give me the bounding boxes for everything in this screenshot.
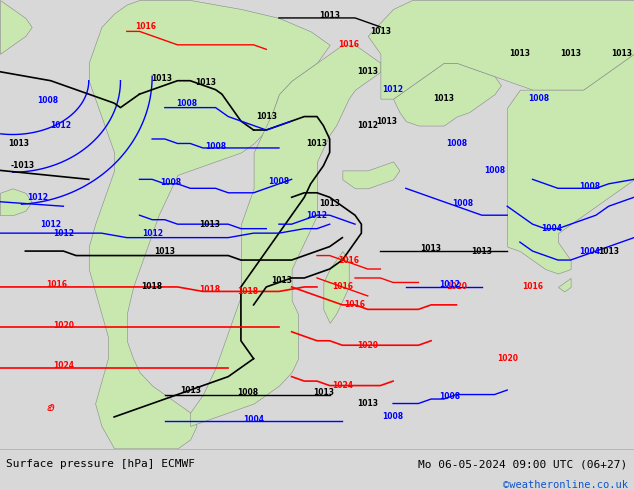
Text: 1018: 1018 [236,287,258,296]
Text: 1013: 1013 [357,67,378,76]
Text: 1016: 1016 [46,280,68,289]
Text: $\partial\!\!\!\!\varepsilon$: $\partial\!\!\!\!\varepsilon$ [46,402,55,414]
Text: 1012: 1012 [40,220,61,229]
Text: 1013: 1013 [154,246,176,256]
Text: 1018: 1018 [198,285,220,294]
Text: 1004: 1004 [579,246,600,256]
Text: 1013: 1013 [313,388,334,397]
Text: 1020: 1020 [496,354,518,363]
Text: 1012: 1012 [53,229,74,238]
Text: 1008: 1008 [484,166,505,175]
Text: 1016: 1016 [338,40,359,49]
Text: 1013: 1013 [560,49,581,58]
Text: 1013: 1013 [319,11,340,20]
Text: 1013: 1013 [198,220,220,229]
Text: 1013: 1013 [509,49,531,58]
Text: 1008: 1008 [528,94,550,103]
Text: 1013: 1013 [271,276,293,285]
Text: 1012: 1012 [27,193,49,202]
Text: 1020: 1020 [357,341,378,350]
Text: 1020: 1020 [446,282,467,292]
Text: 1013: 1013 [611,49,632,58]
Text: 1016: 1016 [338,256,359,265]
Text: ©weatheronline.co.uk: ©weatheronline.co.uk [503,480,628,490]
Text: 1008: 1008 [236,388,258,397]
Text: 1004: 1004 [541,224,562,233]
Text: 1013: 1013 [420,245,442,253]
Text: 1020: 1020 [53,320,74,330]
Text: 1008: 1008 [439,392,461,401]
Text: 1004: 1004 [243,415,264,424]
Text: 1012: 1012 [439,280,461,289]
Text: 1024: 1024 [53,361,74,370]
Text: 1013: 1013 [370,27,391,36]
Text: 1013: 1013 [319,199,340,209]
Text: 1008: 1008 [452,199,474,209]
Text: 1012: 1012 [382,85,404,94]
Text: 1018: 1018 [141,282,163,292]
Text: 1013: 1013 [598,246,619,256]
Text: 1008: 1008 [37,97,58,105]
Text: 1008: 1008 [446,139,467,148]
Text: 1012: 1012 [357,121,378,130]
Text: 1016: 1016 [344,300,366,309]
Text: 1008: 1008 [268,177,290,186]
Text: 1013: 1013 [179,386,201,394]
Text: 1013: 1013 [8,139,30,148]
Text: 1008: 1008 [160,178,182,187]
Text: 1024: 1024 [332,381,353,390]
Text: 1013: 1013 [471,246,493,256]
Text: 1013: 1013 [306,139,328,148]
Text: 1013: 1013 [376,117,398,125]
Text: Surface pressure [hPa] ECMWF: Surface pressure [hPa] ECMWF [6,459,195,469]
Text: 1016: 1016 [332,282,353,292]
Text: Mo 06-05-2024 09:00 UTC (06+27): Mo 06-05-2024 09:00 UTC (06+27) [418,459,628,469]
Text: 1016: 1016 [135,23,157,31]
Text: 1008: 1008 [205,142,226,151]
Text: 1012: 1012 [306,211,328,220]
Text: 1013: 1013 [195,78,217,87]
Text: 1008: 1008 [176,98,198,108]
Text: 1013: 1013 [433,94,455,103]
Text: 1008: 1008 [579,182,600,191]
Text: 1012: 1012 [141,229,163,238]
Text: 1013: 1013 [256,112,277,121]
Text: 1008: 1008 [382,413,404,421]
Text: 1013: 1013 [151,74,172,83]
Text: 1016: 1016 [522,282,543,292]
Text: 1013: 1013 [357,399,378,408]
Text: 1012: 1012 [49,121,71,130]
Text: -1013: -1013 [10,161,34,171]
